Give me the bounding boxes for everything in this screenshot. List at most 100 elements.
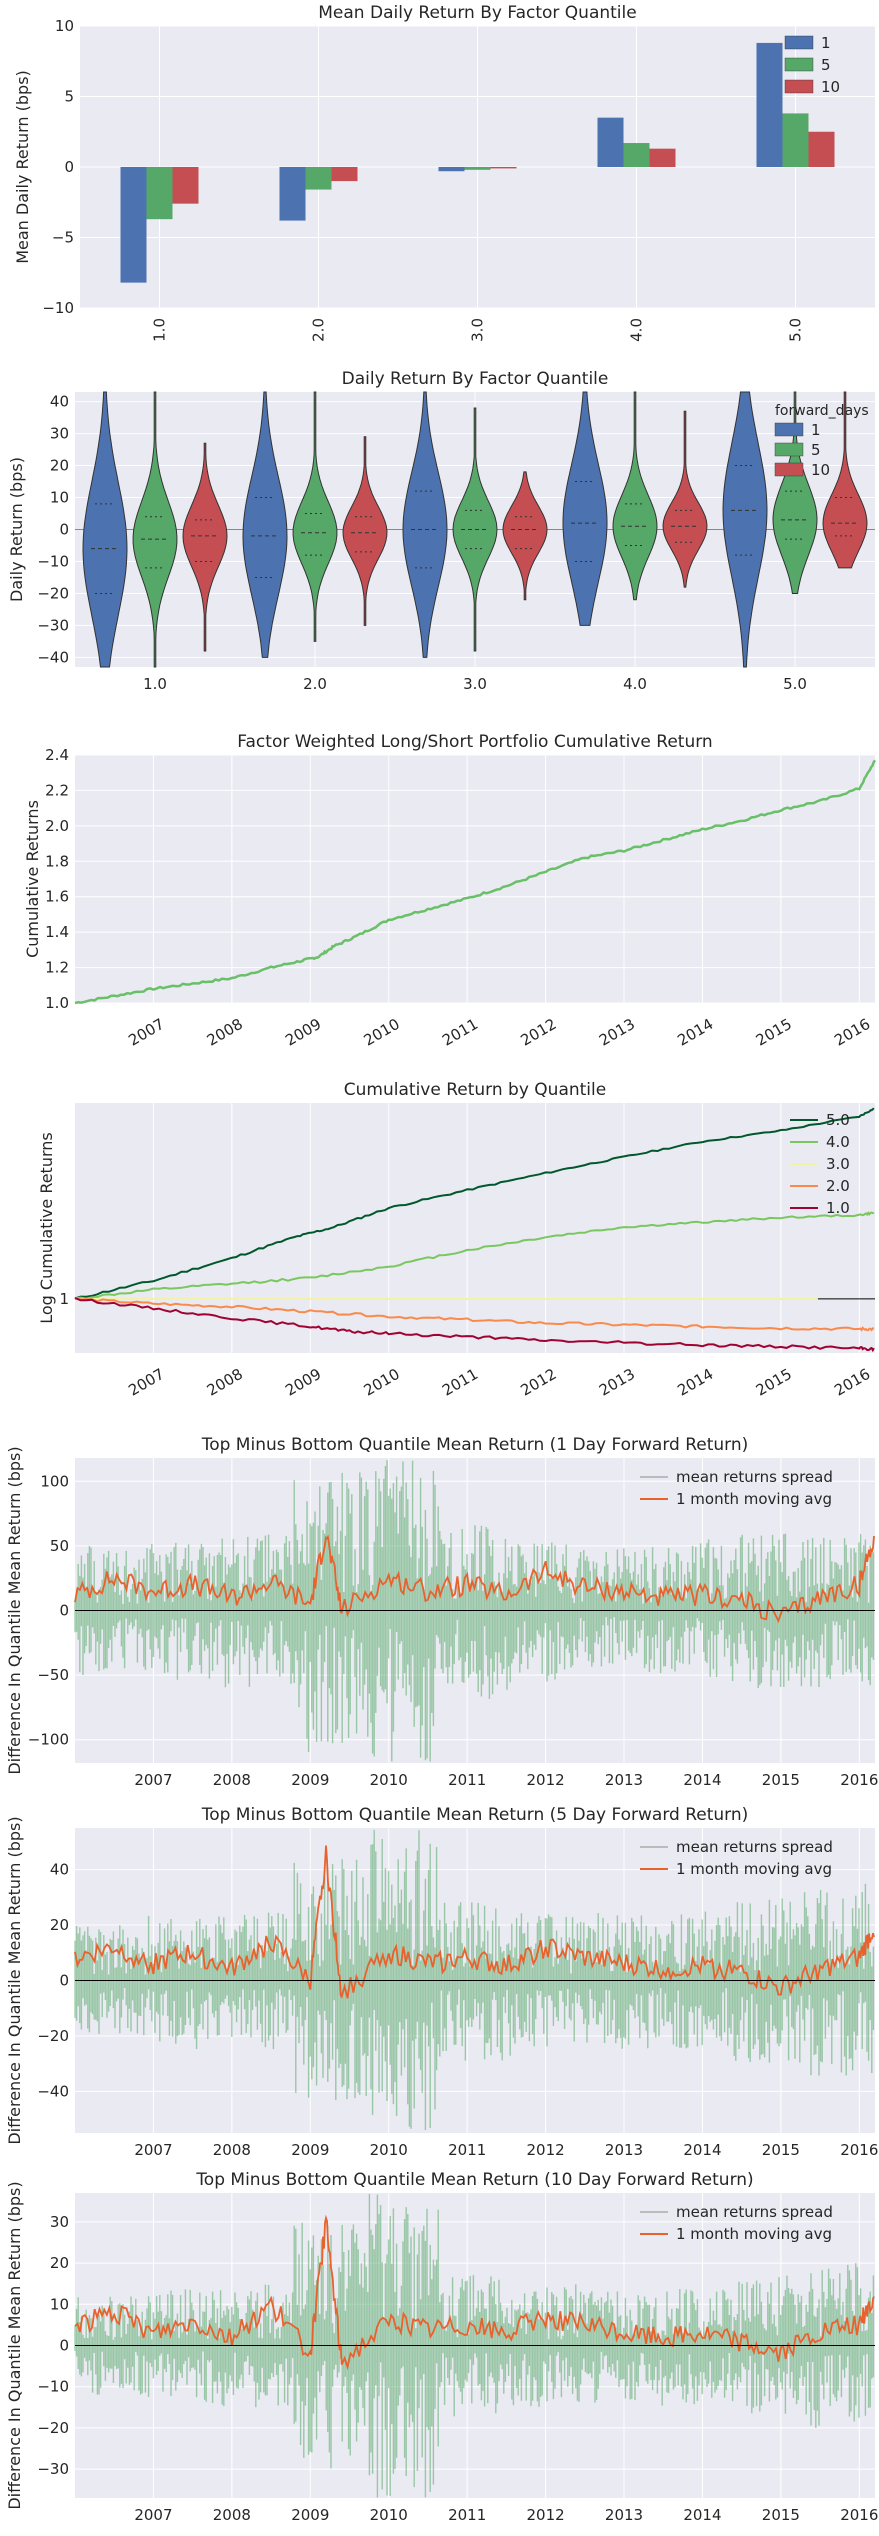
legend-swatch xyxy=(774,422,804,437)
bar xyxy=(623,143,650,167)
moving-avg-line xyxy=(74,2214,875,2371)
x-tick-label: 2015 xyxy=(753,1365,795,1400)
violin-shape xyxy=(822,391,868,569)
x-tick-label: 2007 xyxy=(125,1015,167,1050)
violin-shape xyxy=(342,436,388,626)
x-tick-label: 2015 xyxy=(762,2506,800,2524)
chart-daily-return-violin: Daily Return By Factor Quantile Daily Ret… xyxy=(7,369,875,693)
plot-background xyxy=(75,1103,875,1353)
y-tick-label: −20 xyxy=(37,584,69,602)
violin-shape xyxy=(562,391,608,626)
chart-title: Top Minus Bottom Quantile Mean Return (5… xyxy=(201,1805,749,1825)
y-tick-label: 40 xyxy=(50,393,69,411)
y-tick-label: −10 xyxy=(42,299,74,317)
x-tick-label: 2009 xyxy=(291,2506,329,2524)
y-tick-label: −50 xyxy=(37,1666,69,1684)
legend: mean returns spread 1 month moving avg xyxy=(640,1468,833,1508)
bar xyxy=(120,167,147,283)
bar xyxy=(597,117,624,167)
x-tick-label: 2013 xyxy=(605,1771,643,1789)
quantile-line xyxy=(74,1297,875,1332)
y-tick-label: −100 xyxy=(28,1731,69,1749)
x-tick-label: 2011 xyxy=(448,1771,486,1789)
y-tick-label: 0 xyxy=(59,521,69,539)
y-tick-label: 30 xyxy=(50,2213,69,2231)
x-tick-label: 2016 xyxy=(840,1771,878,1789)
y-tick-label: 2.0 xyxy=(45,817,69,835)
chart-title: Cumulative Return by Quantile xyxy=(344,1080,606,1100)
violin-shape xyxy=(662,410,708,588)
violin-shape xyxy=(772,391,818,594)
spread-series xyxy=(74,2193,875,2498)
x-tick-label: 2011 xyxy=(439,1015,481,1050)
x-tick-label: 1.0 xyxy=(143,675,167,693)
legend-label: mean returns spread xyxy=(676,1468,833,1486)
bar xyxy=(279,167,306,221)
y-tick-label: 0 xyxy=(59,2337,69,2355)
legend-label: 3.0 xyxy=(826,1155,850,1173)
x-tick-label: 2012 xyxy=(526,2506,564,2524)
chart-title: Top Minus Bottom Quantile Mean Return (1… xyxy=(201,1435,749,1455)
y-tick-label: 10 xyxy=(55,17,74,35)
x-tick-label: 2014 xyxy=(683,1771,721,1789)
bar xyxy=(649,148,676,167)
bar xyxy=(464,167,491,170)
x-tick-label: 5.0 xyxy=(783,675,807,693)
violin-shape xyxy=(502,471,548,601)
x-tick-label: 1.0 xyxy=(151,318,169,342)
x-tick-label: 2013 xyxy=(605,2506,643,2524)
legend-label: 1 xyxy=(811,421,821,439)
y-tick-label: −5 xyxy=(52,229,74,247)
x-tick-label: 2.0 xyxy=(310,318,328,342)
x-tick-label: 4.0 xyxy=(623,675,647,693)
x-tick-label: 2016 xyxy=(840,2141,878,2159)
legend: forward_days 1 5 10 xyxy=(774,403,869,479)
x-tick-label: 2014 xyxy=(683,2506,721,2524)
x-tick-label: 2010 xyxy=(361,1015,403,1050)
y-tick-label: 30 xyxy=(50,425,69,443)
violin-shape xyxy=(722,391,768,668)
x-tick-label: 2009 xyxy=(291,1771,329,1789)
legend-label: 10 xyxy=(811,461,830,479)
quantile-line xyxy=(74,1107,875,1300)
y-axis-label: Difference In Quantile Mean Return (bps) xyxy=(5,2181,24,2509)
cumulative-return-line xyxy=(74,759,877,1005)
legend-swatch xyxy=(774,442,804,457)
legend: mean returns spread 1 month moving avg xyxy=(640,1838,833,1878)
y-tick-label: 0 xyxy=(64,158,74,176)
x-tick-label: 2014 xyxy=(674,1015,716,1050)
panel-mean-daily-return: Mean Daily Return By Factor Quantile Mean… xyxy=(0,0,879,370)
y-axis-label: Log Cumulative Returns xyxy=(37,1132,56,1324)
x-tick-label: 5.0 xyxy=(787,318,805,342)
bar xyxy=(305,167,332,190)
x-tick-label: 2014 xyxy=(674,1365,716,1400)
x-tick-label: 2016 xyxy=(840,2506,878,2524)
x-tick-label: 2016 xyxy=(831,1365,873,1400)
y-tick-label: 2.4 xyxy=(45,746,69,764)
y-tick-label: −30 xyxy=(37,2460,69,2478)
x-tick-label: 2013 xyxy=(605,2141,643,2159)
y-tick-label: 1.0 xyxy=(45,994,69,1012)
bar xyxy=(146,167,173,220)
x-tick-label: 2009 xyxy=(282,1015,324,1050)
legend-label: 5 xyxy=(811,441,821,459)
x-tick-label: 3.0 xyxy=(463,675,487,693)
x-tick-label: 2012 xyxy=(526,2141,564,2159)
y-tick-label: 1.8 xyxy=(45,852,69,870)
legend-swatch xyxy=(784,79,814,94)
legend-swatch xyxy=(784,57,814,72)
bar xyxy=(756,42,783,167)
legend-label: 5 xyxy=(821,56,831,74)
x-tick-label: 2010 xyxy=(370,2506,408,2524)
chart-spread-1day: Top Minus Bottom Quantile Mean Return (1… xyxy=(5,1435,878,1789)
chart-spread-10day: Top Minus Bottom Quantile Mean Return (1… xyxy=(5,2170,878,2524)
legend-label: 1 month moving avg xyxy=(676,2225,832,2243)
x-tick-label: 2012 xyxy=(526,1771,564,1789)
y-axis-label: Daily Return (bps) xyxy=(7,457,26,602)
y-tick-label: 20 xyxy=(50,457,69,475)
violin-shape xyxy=(82,391,128,668)
quantile-line xyxy=(74,1297,875,1353)
y-tick-label: 100 xyxy=(40,1472,69,1490)
y-tick-label: −40 xyxy=(37,2082,69,2100)
x-tick-label: 2015 xyxy=(762,1771,800,1789)
